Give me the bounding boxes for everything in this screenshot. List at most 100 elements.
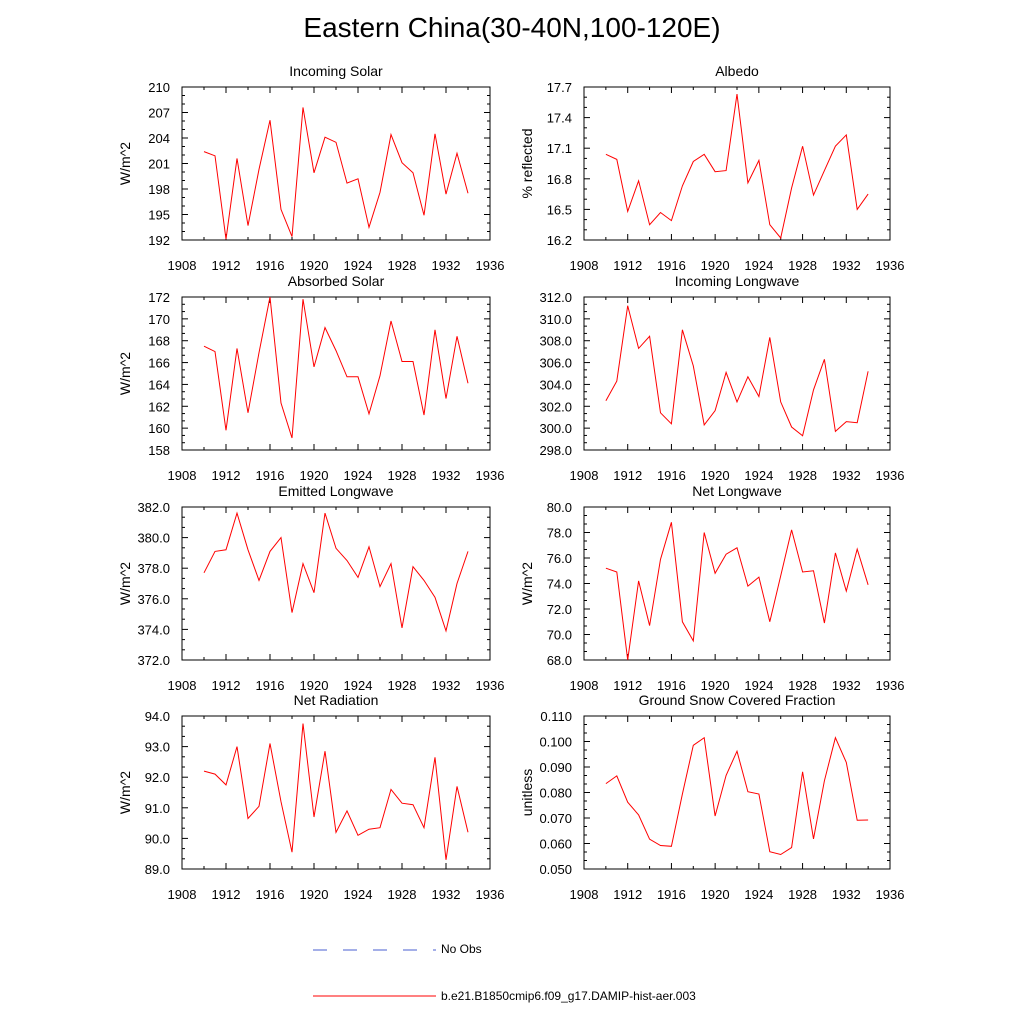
x-tick-label: 1912: [613, 468, 642, 483]
y-axis-label: unitless: [519, 769, 535, 816]
x-tick-label: 1908: [168, 468, 197, 483]
x-tick-label: 1912: [613, 258, 642, 273]
x-tick-label: 1920: [701, 258, 730, 273]
y-tick-label: 0.060: [539, 837, 572, 852]
x-tick-label: 1920: [300, 258, 329, 273]
main-title: Eastern China(30-40N,100-120E): [303, 12, 721, 43]
x-tick-label: 1912: [613, 678, 642, 693]
panel-title: Ground Snow Covered Fraction: [639, 692, 836, 708]
y-tick-label: 0.080: [539, 786, 572, 801]
y-tick-label: 70.0: [547, 628, 572, 643]
y-tick-label: 76.0: [547, 551, 572, 566]
y-tick-label: 16.2: [547, 233, 572, 248]
legend-model-label: b.e21.B1850cmip6.f09_g17.DAMIP-hist-aer.…: [441, 989, 696, 1003]
x-tick-label: 1920: [300, 468, 329, 483]
x-tick-label: 1920: [701, 678, 730, 693]
x-tick-label: 1936: [876, 678, 905, 693]
y-tick-label: 90.0: [145, 831, 170, 846]
x-tick-label: 1908: [168, 887, 197, 902]
y-tick-label: 168: [148, 334, 170, 349]
x-tick-label: 1908: [570, 887, 599, 902]
x-tick-label: 1928: [788, 258, 817, 273]
y-tick-label: 170: [148, 312, 170, 327]
y-tick-label: 0.070: [539, 811, 572, 826]
y-tick-label: 302.0: [539, 399, 572, 414]
x-tick-label: 1924: [744, 468, 773, 483]
plot-frame: [181, 715, 491, 870]
x-tick-label: 1924: [744, 678, 773, 693]
y-tick-label: 198: [148, 182, 170, 197]
y-tick-label: 164: [148, 377, 170, 392]
y-axis-label: W/m^2: [117, 352, 133, 395]
y-tick-label: 68.0: [547, 653, 572, 668]
x-tick-label: 1932: [832, 468, 861, 483]
x-tick-label: 1924: [744, 258, 773, 273]
y-tick-label: 310.0: [539, 312, 572, 327]
x-tick-label: 1920: [300, 887, 329, 902]
y-tick-label: 160: [148, 421, 170, 436]
y-tick-label: 0.100: [539, 735, 572, 750]
panel-albedo: 1908 1912 1916 1920 1924 1928 1932 1936 16.2 16.5…: [519, 63, 904, 273]
x-tick-label: 1936: [476, 678, 505, 693]
y-tick-label: 91.0: [145, 801, 170, 816]
panel-incoming-longwave: 1908 1912 1916 1920 1924 1928 1932 1936 298.0 300…: [539, 273, 904, 483]
panel-incoming-solar: 1908 1912 1916 1920 1924 1928 1932 1936 192 195 19…: [117, 63, 504, 273]
x-tick-label: 1928: [388, 887, 417, 902]
y-tick-label: 201: [148, 157, 170, 172]
x-tick-label: 1932: [832, 678, 861, 693]
x-tick-label: 1932: [432, 678, 461, 693]
y-axis-label: W/m^2: [117, 771, 133, 814]
y-tick-label: 93.0: [145, 740, 170, 755]
x-tick-label: 1916: [256, 258, 285, 273]
x-tick-label: 1928: [788, 678, 817, 693]
y-tick-label: 210: [148, 80, 170, 95]
x-tick-label: 1920: [300, 678, 329, 693]
y-tick-label: 16.8: [547, 172, 572, 187]
x-tick-label: 1924: [344, 468, 373, 483]
series-line: [605, 522, 869, 661]
x-tick-label: 1928: [788, 468, 817, 483]
y-tick-label: 192: [148, 233, 170, 248]
y-tick-label: 376.0: [137, 592, 170, 607]
panel-title: Incoming Longwave: [675, 273, 800, 289]
y-tick-label: 304.0: [539, 377, 572, 392]
panel-title: Absorbed Solar: [288, 273, 385, 289]
x-tick-label: 1928: [388, 258, 417, 273]
x-tick-label: 1928: [388, 678, 417, 693]
y-tick-label: 17.4: [547, 111, 572, 126]
panel-title: Incoming Solar: [289, 63, 383, 79]
series-line: [605, 94, 869, 240]
x-tick-label: 1924: [344, 887, 373, 902]
panel-title: Emitted Longwave: [278, 483, 393, 499]
x-tick-label: 1916: [657, 468, 686, 483]
plot-frame: [181, 506, 491, 661]
x-tick-label: 1912: [212, 468, 241, 483]
y-tick-label: 308.0: [539, 334, 572, 349]
y-tick-label: 17.1: [547, 141, 572, 156]
x-tick-label: 1908: [168, 678, 197, 693]
y-tick-label: 0.110: [540, 709, 572, 724]
y-axis-label: W/m^2: [117, 562, 133, 605]
x-tick-label: 1912: [212, 887, 241, 902]
y-tick-label: 158: [148, 443, 170, 458]
y-tick-label: 378.0: [137, 561, 170, 576]
series-line: [605, 736, 869, 856]
x-tick-label: 1932: [432, 258, 461, 273]
y-tick-label: 89.0: [145, 862, 170, 877]
x-tick-label: 1916: [657, 678, 686, 693]
plot-frame: [583, 296, 891, 451]
plot-frame: [583, 86, 891, 241]
plot-frame: [181, 86, 491, 241]
y-tick-label: 92.0: [145, 770, 170, 785]
series-line: [203, 107, 469, 240]
x-tick-label: 1936: [876, 258, 905, 273]
y-tick-label: 166: [148, 356, 170, 371]
y-tick-label: 374.0: [137, 622, 170, 637]
y-tick-label: 172: [148, 290, 170, 305]
y-tick-label: 298.0: [539, 443, 572, 458]
y-tick-label: 204: [148, 131, 170, 146]
panel-net-radiation: 1908 1912 1916 1920 1924 1928 1932 1936 89.0 90.0…: [117, 692, 504, 902]
x-tick-label: 1916: [256, 468, 285, 483]
x-tick-label: 1932: [432, 887, 461, 902]
